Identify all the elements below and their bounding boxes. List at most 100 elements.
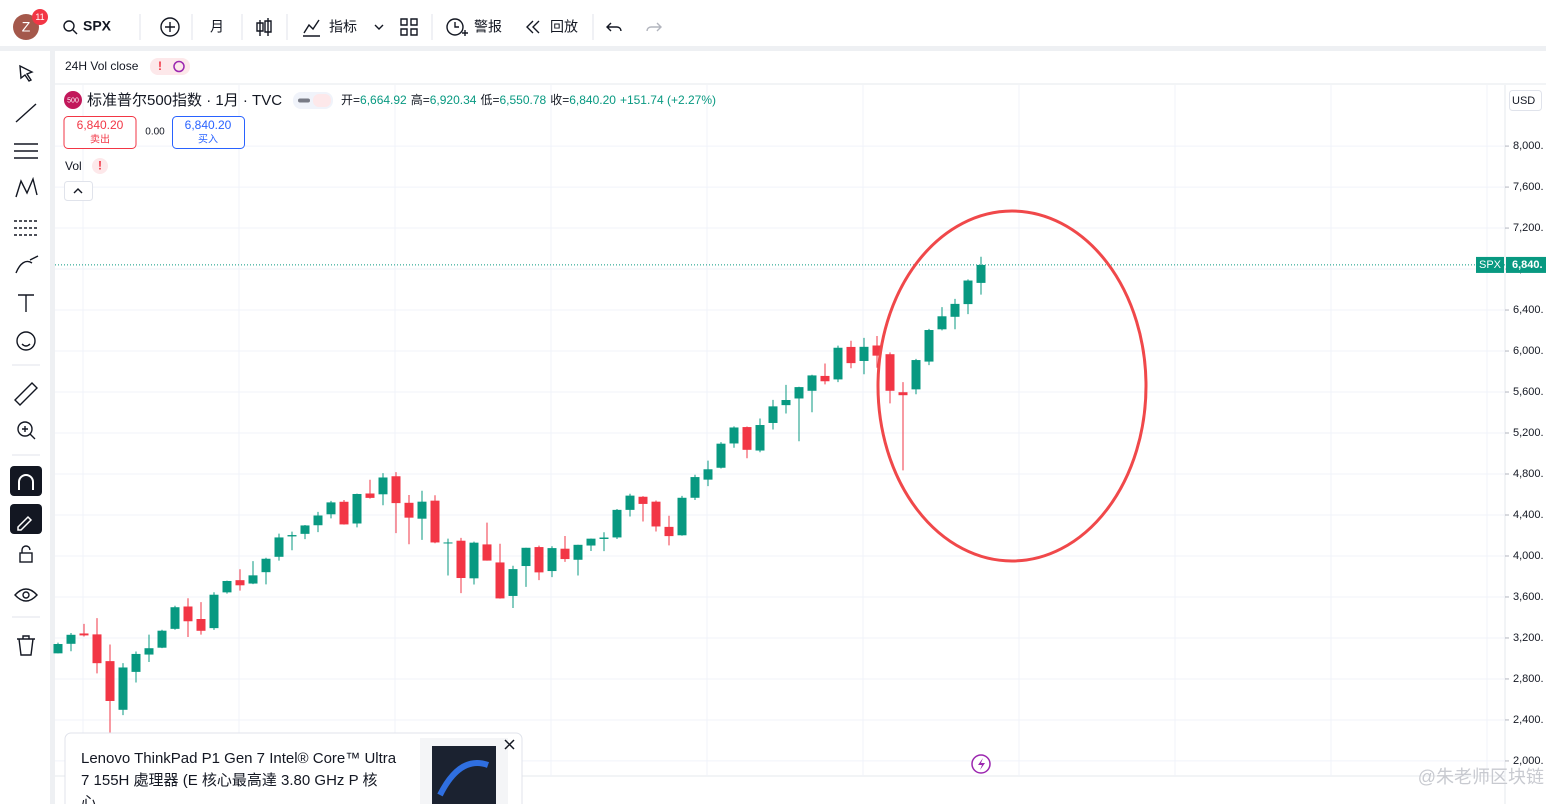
candle-body xyxy=(651,501,661,527)
replay-icon[interactable] xyxy=(526,20,540,34)
candle-body xyxy=(79,633,89,636)
fib-tool[interactable] xyxy=(14,143,38,159)
indicators[interactable]: 指标 xyxy=(329,19,357,35)
study-name: 24H Vol close xyxy=(65,59,139,73)
ad-text: Lenovo ThinkPad P1 Gen 7 Intel® Core™ Ul… xyxy=(81,750,397,767)
alerts[interactable]: 警报 xyxy=(474,19,502,35)
y-tick-label: 5,200. xyxy=(1513,427,1544,439)
cursor-tool[interactable] xyxy=(19,64,34,82)
prediction-tool[interactable] xyxy=(14,220,38,236)
candle-body xyxy=(521,547,531,567)
candle-body xyxy=(183,606,193,622)
zoom-tool[interactable] xyxy=(17,421,33,437)
ohlc-label: 收= xyxy=(550,93,569,107)
candle-body xyxy=(573,544,583,560)
brush-tool[interactable] xyxy=(15,255,39,274)
collapse-legend[interactable] xyxy=(64,181,93,201)
currency: USD xyxy=(1512,95,1535,107)
candle-body xyxy=(287,535,297,537)
candle-body xyxy=(703,469,713,480)
y-tick-label: 3,200. xyxy=(1513,632,1544,644)
symbol[interactable]: SPX xyxy=(83,18,112,34)
candle-body xyxy=(677,497,687,536)
candle-body xyxy=(170,607,180,629)
visibility-tool[interactable] xyxy=(14,588,38,602)
candle-body xyxy=(66,634,76,644)
candle-body xyxy=(664,526,674,537)
avatar[interactable] xyxy=(13,14,39,40)
candle-body xyxy=(911,360,921,390)
candle-body xyxy=(352,493,362,524)
sell-button[interactable] xyxy=(63,116,137,149)
zoom-tool xyxy=(22,426,36,440)
ad-card[interactable] xyxy=(64,732,523,809)
redo[interactable] xyxy=(646,22,662,32)
interval[interactable]: 月 xyxy=(210,19,224,35)
replay[interactable]: 回放 xyxy=(550,19,578,35)
trend-line-tool[interactable] xyxy=(15,103,37,123)
toolbar-divider xyxy=(0,46,1546,51)
candle-body xyxy=(378,477,388,495)
candle-body xyxy=(495,562,505,599)
emoji-tool[interactable] xyxy=(16,331,36,351)
chart-type[interactable] xyxy=(256,18,272,36)
sell-price: 6,840.20 xyxy=(77,118,124,132)
sidebar-divider xyxy=(50,51,55,804)
candle-body xyxy=(196,619,206,631)
alert-icon[interactable] xyxy=(446,18,464,36)
undo[interactable] xyxy=(606,22,622,32)
warning-icon: ! xyxy=(158,59,162,73)
y-tick-label: 4,000. xyxy=(1513,550,1544,562)
candle-body xyxy=(53,644,63,654)
ohlc-value: 6,840.20 xyxy=(569,93,616,107)
candle-body xyxy=(950,303,960,317)
add-symbol[interactable] xyxy=(160,17,180,37)
candle-body xyxy=(339,501,349,525)
lock-tool[interactable] xyxy=(19,552,33,563)
add-symbol xyxy=(165,22,175,32)
price-tag-text: 6,840. xyxy=(1512,259,1543,271)
candle-body xyxy=(885,354,895,391)
magnet-tool[interactable] xyxy=(10,466,42,496)
vol-warning[interactable] xyxy=(92,158,108,174)
layouts[interactable] xyxy=(400,18,418,36)
candle-body xyxy=(222,580,232,593)
currency-button[interactable] xyxy=(1509,90,1542,111)
candle-body xyxy=(599,537,609,539)
grid xyxy=(55,85,1505,776)
candle-body xyxy=(820,375,830,382)
pattern-tool[interactable] xyxy=(15,176,38,198)
candle-body xyxy=(963,280,973,305)
candle-body xyxy=(430,500,440,543)
drawing-toolbar xyxy=(10,64,42,656)
ruler-tool[interactable] xyxy=(14,382,38,406)
plot xyxy=(53,256,1505,742)
text-tool[interactable] xyxy=(18,294,34,312)
candle-body xyxy=(235,580,245,586)
search-icon[interactable] xyxy=(63,20,75,32)
y-tick-label: 3,600. xyxy=(1513,591,1544,603)
chevron[interactable] xyxy=(374,24,384,30)
candle-body xyxy=(729,427,739,444)
indicators-icon[interactable] xyxy=(303,19,320,37)
ohlc-label: 开= xyxy=(341,93,360,107)
lock-drawing-icon xyxy=(17,515,33,531)
candle-body xyxy=(898,392,908,396)
ohlc-value: 6,550.78 xyxy=(499,93,546,107)
ohlc-label: 高= xyxy=(411,92,430,107)
y-tick-label: 2,000. xyxy=(1513,755,1544,767)
buy-button[interactable] xyxy=(172,116,245,149)
candle-body xyxy=(690,477,700,498)
symbol-title: 标准普尔500指数 · 1月 · TVC xyxy=(87,92,282,109)
y-tick-label: 7,600. xyxy=(1513,181,1544,193)
ad-close[interactable] xyxy=(504,739,515,750)
warning-icon: ! xyxy=(98,159,102,173)
avatar-letter: Z xyxy=(22,19,31,35)
delete-tool[interactable] xyxy=(17,635,35,656)
y-tick-label: 5,600. xyxy=(1513,386,1544,398)
candle-body xyxy=(833,347,843,380)
badge-count: 11 xyxy=(35,12,44,22)
legend-toggle-icon xyxy=(298,98,310,103)
lock-tool xyxy=(21,545,31,553)
